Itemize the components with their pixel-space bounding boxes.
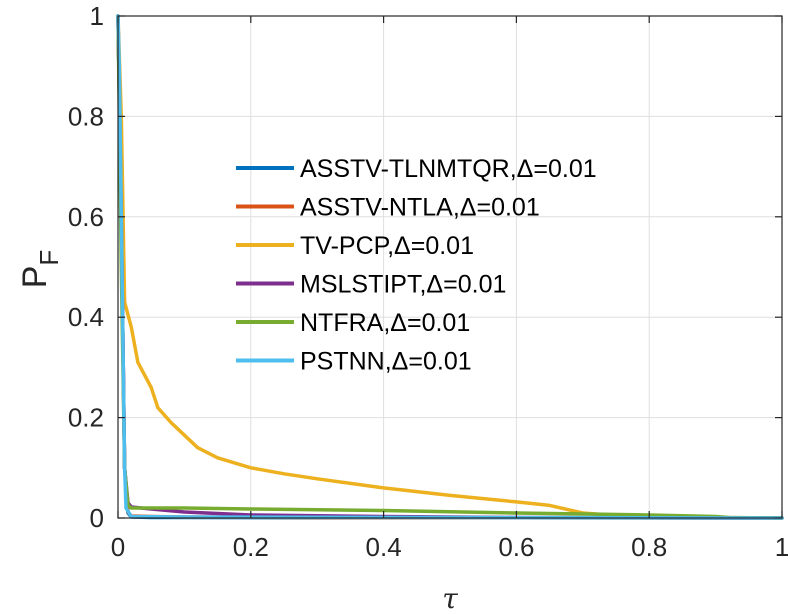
grid-layer	[118, 16, 782, 518]
legend-label-4: MSLSTIPT,Δ=0.01	[300, 271, 506, 299]
x-tick-label: 0	[111, 532, 125, 562]
y-axis-label-main: P	[16, 266, 54, 289]
x-axis-label: τ	[442, 582, 458, 614]
plot-background	[118, 16, 782, 518]
label-layer: 0 0.2 0.4 0.6 0.8 1 0 0.2 0.4 0.6 0.8 1 τ PF	[16, 1, 789, 614]
y-axis-label-subscript: F	[34, 250, 64, 266]
y-tick-label: 1	[90, 1, 104, 31]
x-tick-label: 0.6	[498, 532, 534, 562]
y-tick-label: 0.6	[68, 202, 104, 232]
x-tick-label: 0.8	[631, 532, 667, 562]
plot-frame	[117, 15, 783, 519]
legend: ASSTV-TLNMTQR,Δ=0.01 ASSTV-NTLA,Δ=0.01 TV-…	[236, 155, 597, 376]
y-tick-label: 0.4	[68, 302, 104, 332]
series-line-6	[116, 14, 784, 520]
legend-label-3: TV-PCP,Δ=0.01	[300, 232, 474, 260]
legend-label-2: ASSTV-NTLA,Δ=0.01	[300, 194, 540, 222]
x-tick-label: 1	[775, 532, 789, 562]
y-tick-label: 0.8	[68, 101, 104, 131]
y-tick-label: 0.2	[68, 403, 104, 433]
legend-label-5: NTFRA,Δ=0.01	[300, 309, 470, 337]
legend-label-6: PSTNN,Δ=0.01	[300, 348, 472, 376]
y-tick-label: 0	[90, 503, 104, 533]
x-tick-label: 0.4	[366, 532, 402, 562]
tick-layer	[117, 15, 783, 519]
x-tick-label: 0.2	[233, 532, 269, 562]
legend-label-1: ASSTV-TLNMTQR,Δ=0.01	[300, 155, 597, 183]
y-axis-label: PF	[16, 250, 64, 289]
